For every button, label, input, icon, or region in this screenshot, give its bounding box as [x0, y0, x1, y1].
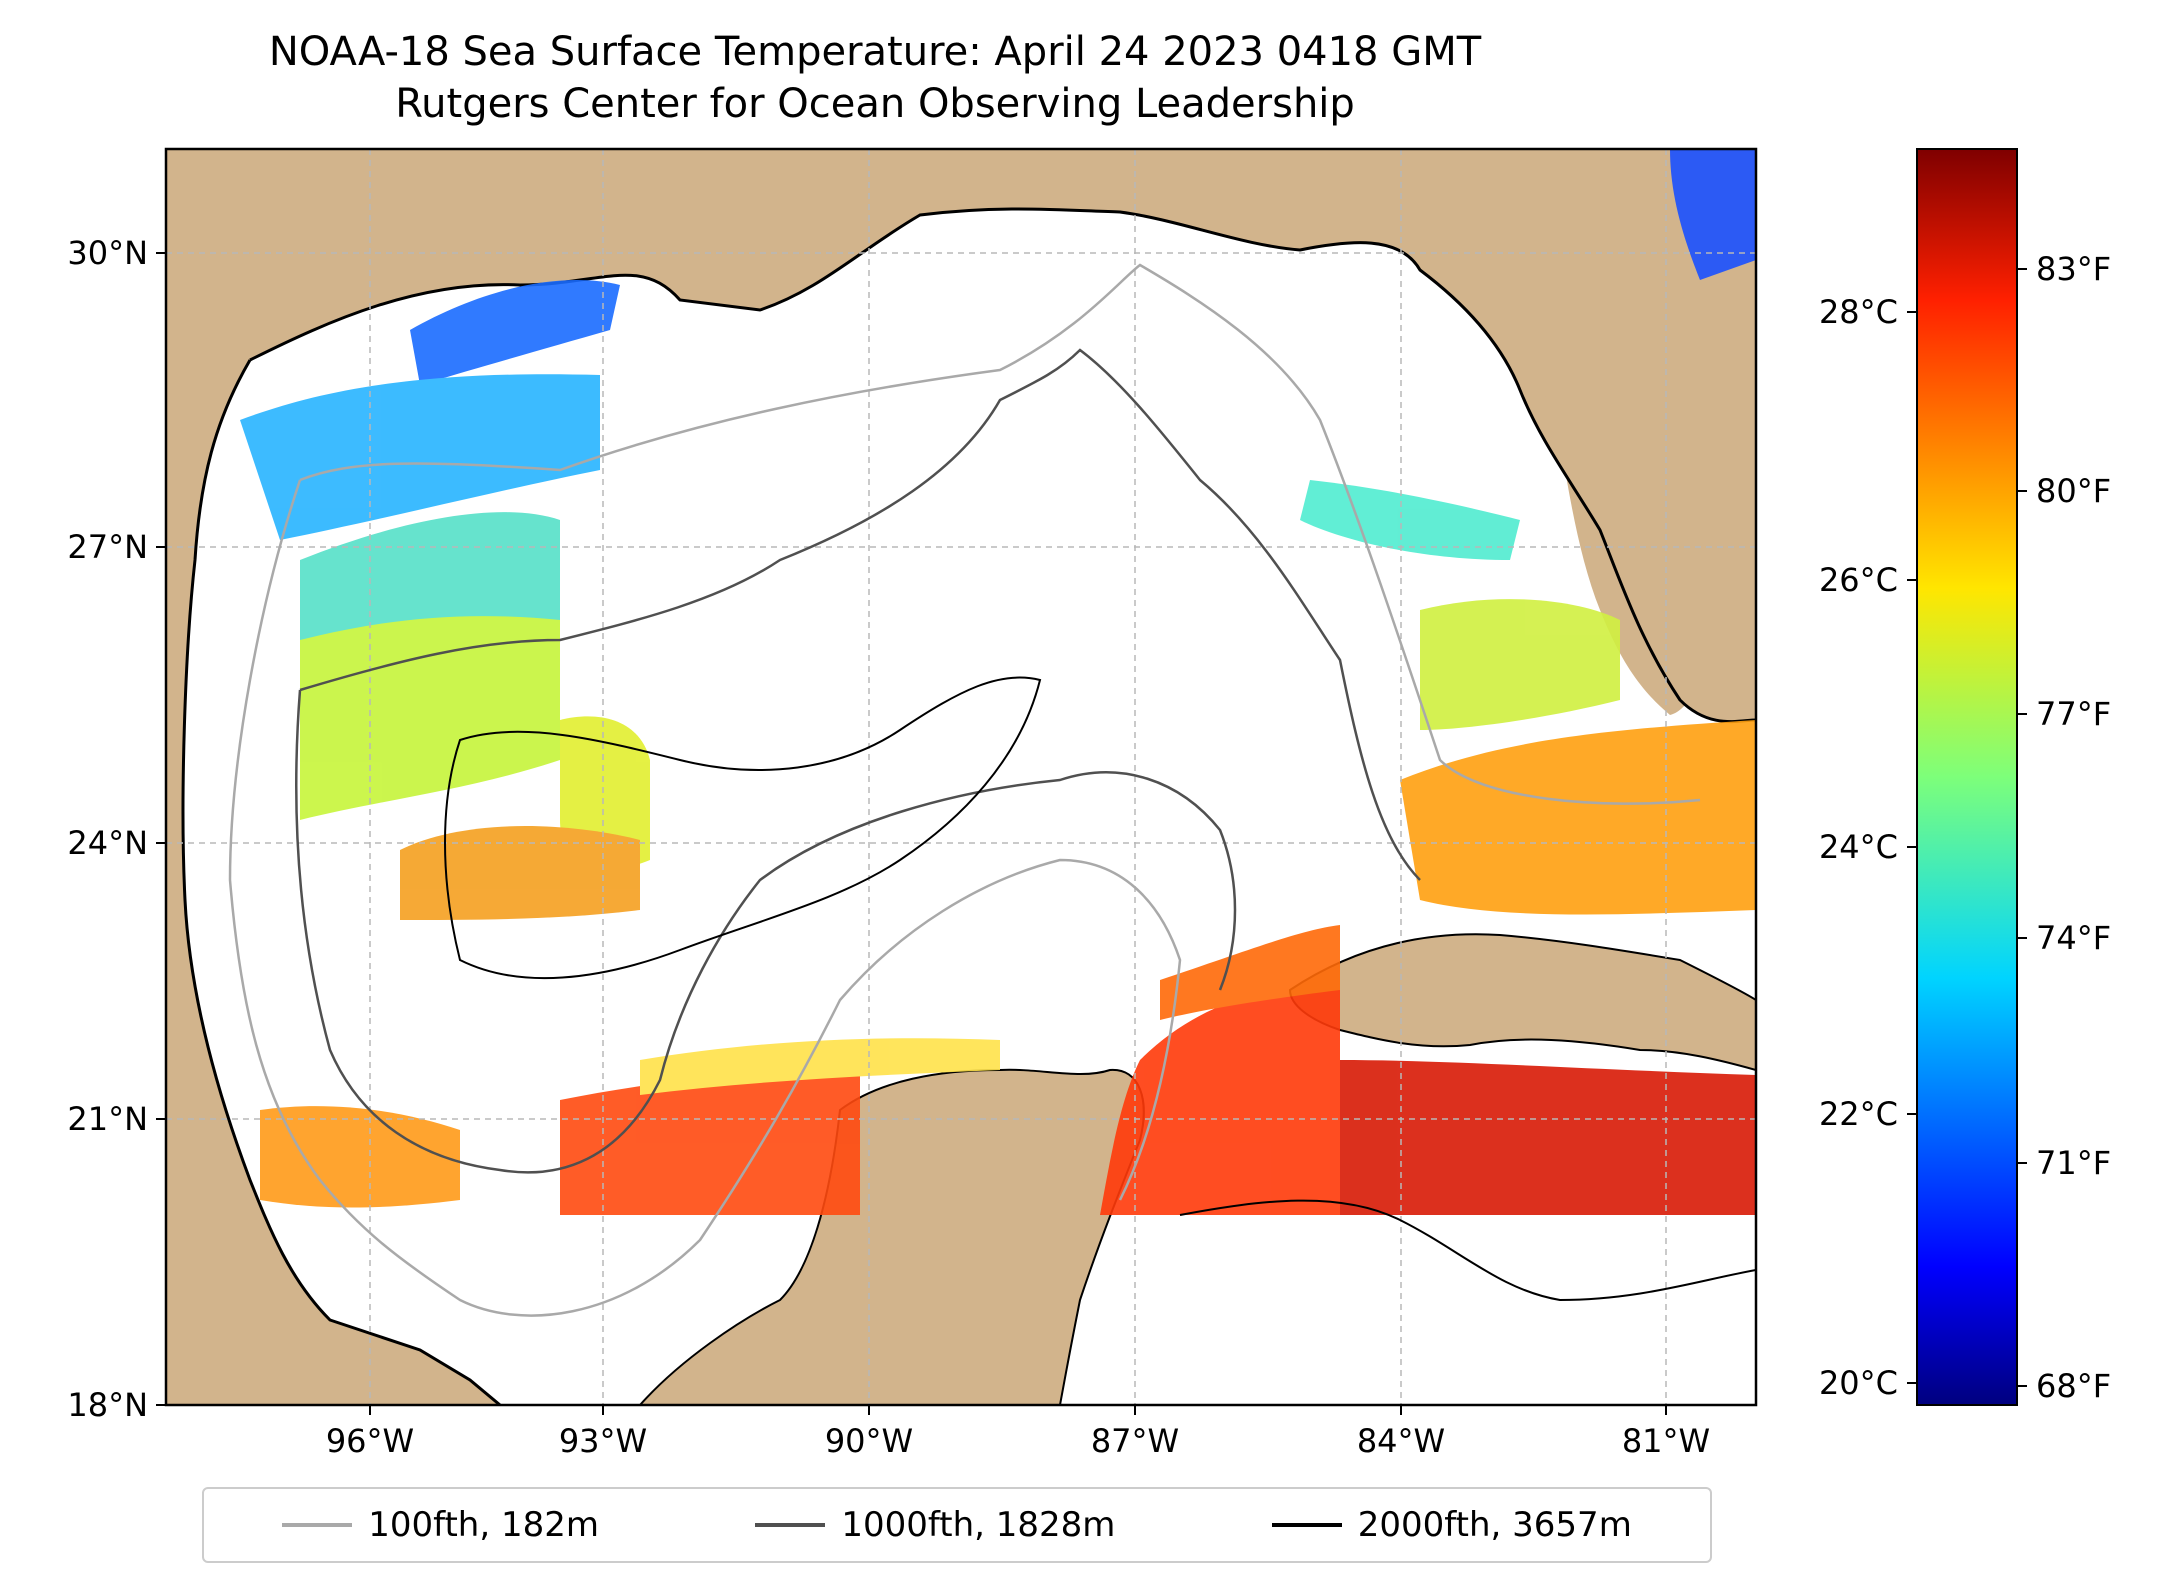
fahrenheit-tick-label: 77°F: [2036, 695, 2111, 733]
legend-label: 2000fth, 3657m: [1357, 1505, 1632, 1545]
legend-label: 1000fth, 1828m: [841, 1505, 1116, 1545]
lat-axis: [156, 252, 166, 1406]
lat-tick-label: 27°N: [67, 528, 148, 566]
florida: [1520, 149, 1735, 715]
gridlines: [166, 149, 1756, 1405]
lon-axis: [369, 1405, 1667, 1415]
fahrenheit-tick-label: 83°F: [2036, 250, 2111, 288]
map-frame: [164, 147, 1758, 1407]
lon-tick-label: 81°W: [1622, 1422, 1710, 1460]
legend-line-icon: [755, 1523, 826, 1527]
celsius-tick-label: 24°C: [1819, 828, 1898, 866]
cuba: [1288, 933, 1756, 1072]
legend-item-2000fth: 2000fth, 3657m: [1271, 1505, 1632, 1545]
colorbar: [1916, 148, 2018, 1406]
lon-tick-label: 93°W: [559, 1422, 647, 1460]
legend-item-1000fth: 1000fth, 1828m: [755, 1505, 1115, 1545]
contour-legend: 100fth, 182m 1000fth, 1828m 2000fth, 365…: [202, 1487, 1712, 1563]
colorbar-fahrenheit-ticks: [2017, 268, 2027, 1387]
contour-2000fth: [444, 676, 1042, 980]
lon-tick-label: 87°W: [1091, 1422, 1179, 1460]
coastline: [249, 207, 1756, 724]
map-subtitle: Rutgers Center for Ocean Observing Leade…: [395, 81, 1355, 127]
celsius-tick-label: 22°C: [1819, 1095, 1898, 1133]
western-coastline: [181, 359, 501, 1405]
legend-item-100fth: 100fth, 182m: [282, 1505, 599, 1545]
legend-label: 100fth, 182m: [368, 1505, 599, 1545]
contour-2000fth-caribbean: [1179, 1199, 1756, 1302]
fahrenheit-tick-label: 71°F: [2036, 1144, 2111, 1182]
map-area: [166, 149, 1756, 1405]
lat-tick-label: 30°N: [67, 234, 148, 272]
legend-line-icon: [282, 1523, 353, 1527]
fahrenheit-tick-label: 80°F: [2036, 472, 2111, 510]
lon-tick-label: 84°W: [1357, 1422, 1445, 1460]
fahrenheit-tick-label: 74°F: [2036, 919, 2111, 957]
fahrenheit-tick-label: 68°F: [2036, 1367, 2111, 1405]
legend-line-icon: [1271, 1523, 1342, 1527]
yucatan-peninsula: [638, 1068, 1145, 1405]
colorbar-celsius-ticks: [1907, 311, 1917, 1384]
celsius-tick-label: 28°C: [1819, 293, 1898, 331]
celsius-tick-label: 26°C: [1819, 561, 1898, 599]
contour-100fth: [228, 263, 1701, 1317]
lat-tick-label: 18°N: [67, 1386, 148, 1424]
celsius-tick-label: 20°C: [1819, 1364, 1898, 1402]
contour-1000fth: [295, 348, 1421, 1174]
map-title: NOAA-18 Sea Surface Temperature: April 2…: [268, 29, 1482, 75]
lat-tick-label: 24°N: [67, 824, 148, 862]
lon-tick-label: 96°W: [326, 1422, 414, 1460]
sst-overlay: [240, 149, 1756, 1215]
lon-tick-label: 90°W: [825, 1422, 913, 1460]
lat-tick-label: 21°N: [67, 1100, 148, 1138]
